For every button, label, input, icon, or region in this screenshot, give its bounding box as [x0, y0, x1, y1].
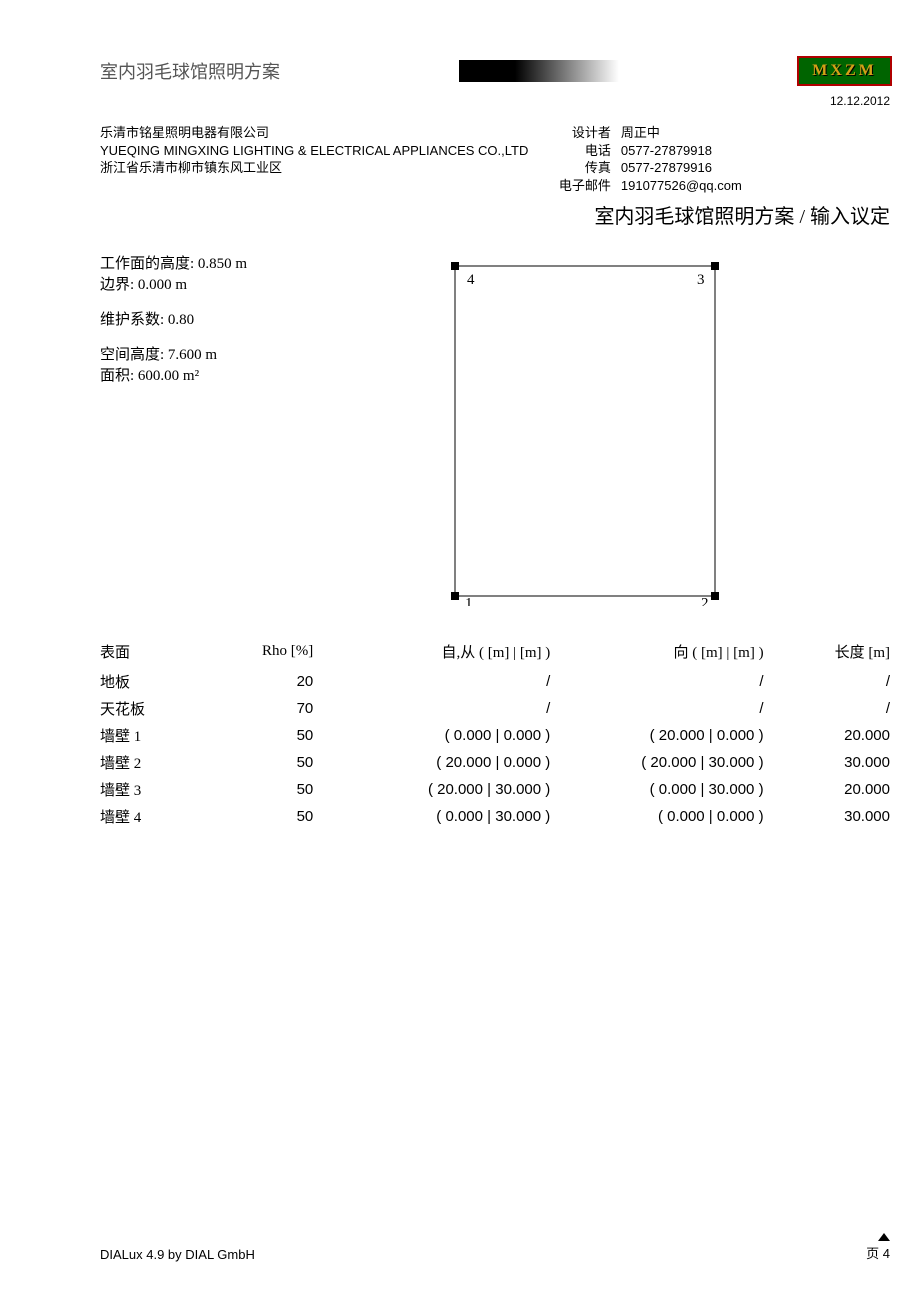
room-parameters: 工作面的高度: 0.850 m 边界: 0.000 m 维护系数: 0.80 空… [100, 254, 247, 401]
info-block: 乐清市铭星照明电器有限公司 YUEQING MINGXING LIGHTING … [100, 124, 890, 194]
col-surface: 表面 [100, 638, 211, 668]
svg-text:2: 2 [701, 596, 709, 606]
cell-rho: 50 [211, 722, 314, 749]
svg-text:3: 3 [697, 272, 705, 288]
col-from: 自,从 ( [m] | [m] ) [313, 638, 550, 668]
page-label: 页 [866, 1246, 879, 1261]
cell-length: 20.000 [764, 776, 890, 803]
col-length: 长度 [m] [764, 638, 890, 668]
room-plan-diagram: 4 3 1 2 [445, 256, 725, 606]
cell-length: 30.000 [764, 749, 890, 776]
cell-length: 20.000 [764, 722, 890, 749]
email-label: 电子邮件 [539, 177, 611, 195]
cell-to: ( 0.000 | 30.000 ) [550, 776, 763, 803]
cell-from: / [313, 695, 550, 722]
cell-to: ( 0.000 | 0.000 ) [550, 803, 763, 830]
phone-value: 0577-27879918 [621, 142, 712, 160]
company-name-cn: 乐清市铭星照明电器有限公司 [100, 124, 539, 142]
room-plan-svg: 4 3 1 2 [445, 256, 725, 606]
col-rho: Rho [%] [211, 638, 314, 668]
cell-length: / [764, 695, 890, 722]
cell-surface: 天花板 [100, 695, 211, 722]
section-title-sep: / [794, 206, 810, 228]
page-up-arrow-icon [878, 1233, 890, 1241]
cell-rho: 20 [211, 668, 314, 695]
footer-page: 页 4 [866, 1233, 890, 1262]
email-value: 191077526@qq.com [621, 177, 742, 195]
table-row: 墙壁 250( 20.000 | 0.000 )( 20.000 | 30.00… [100, 749, 890, 776]
cell-length: 30.000 [764, 803, 890, 830]
space-height-value: 7.600 m [168, 347, 217, 363]
cell-rho: 50 [211, 776, 314, 803]
company-name-en: YUEQING MINGXING LIGHTING & ELECTRICAL A… [100, 142, 539, 160]
cell-surface: 墙壁 1 [100, 722, 211, 749]
company-address: 浙江省乐清市柳市镇东风工业区 [100, 159, 539, 177]
page-footer: DIALux 4.9 by DIAL GmbH 页 4 [100, 1233, 890, 1262]
cell-surface: 墙壁 4 [100, 803, 211, 830]
cell-rho: 50 [211, 749, 314, 776]
table-header-row: 表面 Rho [%] 自,从 ( [m] | [m] ) 向 ( [m] | [… [100, 638, 890, 668]
work-height-label: 工作面的高度: [100, 256, 198, 272]
col-to: 向 ( [m] | [m] ) [550, 638, 763, 668]
svg-text:1: 1 [465, 596, 473, 606]
table-row: 天花板70/// [100, 695, 890, 722]
page-number: 4 [883, 1246, 890, 1261]
surfaces-table-wrap: 表面 Rho [%] 自,从 ( [m] | [m] ) 向 ( [m] | [… [100, 638, 890, 830]
table-row: 墙壁 150( 0.000 | 0.000 )( 20.000 | 0.000 … [100, 722, 890, 749]
maint-label: 维护系数: [100, 312, 168, 328]
fax-label: 传真 [539, 159, 611, 177]
table-row: 墙壁 450( 0.000 | 30.000 )( 0.000 | 0.000 … [100, 803, 890, 830]
logo: MXZM [797, 56, 892, 86]
section-title-right: 输入议定 [810, 206, 890, 228]
cell-from: ( 20.000 | 30.000 ) [313, 776, 550, 803]
area-value: 600.00 m² [138, 368, 199, 384]
cell-from: ( 0.000 | 30.000 ) [313, 803, 550, 830]
cell-from: / [313, 668, 550, 695]
cell-from: ( 0.000 | 0.000 ) [313, 722, 550, 749]
header-row: 室内羽毛球馆照明方案 MXZM [100, 56, 892, 86]
fax-value: 0577-27879916 [621, 159, 712, 177]
document-title: 室内羽毛球馆照明方案 [100, 58, 280, 84]
header-gradient-bar [459, 60, 619, 82]
cell-from: ( 20.000 | 0.000 ) [313, 749, 550, 776]
section-title: 室内羽毛球馆照明方案 / 输入议定 [594, 200, 890, 229]
area-label: 面积: [100, 368, 138, 384]
cell-rho: 70 [211, 695, 314, 722]
cell-to: ( 20.000 | 30.000 ) [550, 749, 763, 776]
cell-to: / [550, 695, 763, 722]
cell-to: / [550, 668, 763, 695]
designer-value: 周正中 [621, 124, 660, 142]
company-info: 乐清市铭星照明电器有限公司 YUEQING MINGXING LIGHTING … [100, 124, 539, 194]
section-title-left: 室内羽毛球馆照明方案 [594, 206, 794, 228]
contact-info: 设计者周正中 电话 0577-27879918 传真 0577-27879916 电… [539, 124, 890, 194]
cell-surface: 墙壁 3 [100, 776, 211, 803]
border-value: 0.000 m [138, 277, 187, 293]
svg-text:4: 4 [467, 272, 475, 288]
maint-value: 0.80 [168, 312, 194, 328]
cell-surface: 墙壁 2 [100, 749, 211, 776]
cell-length: / [764, 668, 890, 695]
border-label: 边界: [100, 277, 138, 293]
space-height-label: 空间高度: [100, 347, 168, 363]
surfaces-table: 表面 Rho [%] 自,从 ( [m] | [m] ) 向 ( [m] | [… [100, 638, 890, 830]
footer-software: DIALux 4.9 by DIAL GmbH [100, 1247, 255, 1262]
work-height-value: 0.850 m [198, 256, 247, 272]
cell-surface: 地板 [100, 668, 211, 695]
cell-to: ( 20.000 | 0.000 ) [550, 722, 763, 749]
table-row: 墙壁 350( 20.000 | 30.000 )( 0.000 | 30.00… [100, 776, 890, 803]
cell-rho: 50 [211, 803, 314, 830]
designer-label: 设计者 [539, 124, 611, 142]
table-row: 地板20/// [100, 668, 890, 695]
report-date: 12.12.2012 [830, 94, 890, 108]
phone-label: 电话 [539, 142, 611, 160]
